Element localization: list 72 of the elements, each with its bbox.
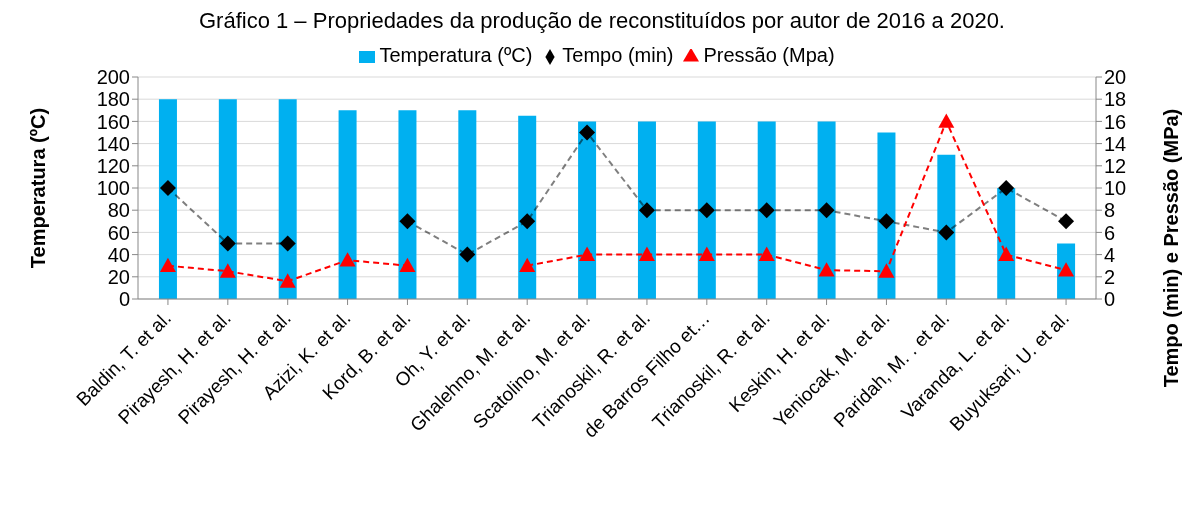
- point: [339, 252, 356, 267]
- bar: [398, 110, 417, 299]
- point: [638, 246, 655, 261]
- point: [159, 257, 176, 273]
- point: [279, 235, 296, 252]
- y2-tick-label: 4: [1104, 243, 1116, 266]
- y2-tick-label: 8: [1104, 199, 1116, 222]
- y2-tick-label: 16: [1104, 110, 1127, 133]
- y2-tick-label: 20: [1104, 66, 1127, 89]
- bar: [278, 99, 297, 299]
- y2-tick-label: 18: [1104, 88, 1127, 111]
- y-tick-label: 0: [118, 288, 130, 311]
- bar: [817, 121, 836, 299]
- bar: [158, 99, 177, 299]
- point: [399, 213, 416, 230]
- point: [1058, 213, 1075, 230]
- bar: [877, 132, 896, 299]
- y-tick-label: 40: [107, 243, 130, 266]
- y-tick-label: 60: [107, 221, 130, 244]
- y-tick-label: 140: [96, 132, 130, 155]
- point: [878, 213, 895, 230]
- point: [998, 180, 1015, 196]
- chart-title: Gráfico 1 – Propriedades da produção de reconstituídos por autor de 2016 a 2020.: [198, 8, 1006, 34]
- bar: [518, 115, 537, 299]
- point: [938, 224, 955, 241]
- legend-label: Temperatura (ºC): [379, 44, 533, 66]
- bar: [458, 110, 477, 299]
- y2-tick-label: 2: [1104, 265, 1116, 288]
- point: [938, 113, 955, 128]
- y2-tick-label: 6: [1104, 221, 1116, 244]
- point: [998, 246, 1015, 261]
- point: [698, 246, 715, 261]
- point: [399, 257, 416, 273]
- point: [758, 246, 775, 261]
- bar: [338, 110, 357, 299]
- y-tick-label: 80: [107, 199, 130, 222]
- legend-label: Pressão (Mpa): [703, 44, 835, 66]
- point: [818, 262, 835, 277]
- bar: [757, 121, 776, 299]
- bar: [937, 154, 956, 299]
- y-tick-label: 120: [96, 154, 130, 177]
- y2-tick-label: 0: [1104, 288, 1116, 311]
- point: [878, 263, 895, 278]
- point: [698, 202, 715, 219]
- point: [579, 124, 596, 141]
- point: [219, 263, 236, 278]
- point: [459, 246, 476, 263]
- bar: [997, 188, 1016, 299]
- y2-axis-title: Tempo (min) e Pressão (MPa): [1160, 108, 1183, 388]
- point: [638, 202, 655, 219]
- bar: [637, 121, 656, 299]
- y2-tick-label: 14: [1104, 132, 1127, 155]
- y-tick-label: 160: [96, 110, 130, 133]
- bar: [218, 99, 237, 299]
- bar: [697, 121, 716, 299]
- y2-tick-label: 10: [1104, 177, 1127, 200]
- y-tick-label: 200: [96, 66, 130, 89]
- point: [818, 202, 835, 219]
- point: [159, 180, 176, 196]
- point: [579, 246, 596, 261]
- y-tick-label: 20: [107, 265, 130, 288]
- point: [758, 202, 775, 219]
- legend-label: Tempo (min): [562, 44, 674, 66]
- y2-tick-label: 12: [1104, 154, 1127, 177]
- point: [519, 213, 536, 230]
- y-tick-label: 180: [96, 88, 130, 111]
- bar: [578, 121, 597, 299]
- point: [219, 235, 236, 252]
- point: [279, 273, 296, 288]
- y-tick-label: 100: [96, 177, 130, 200]
- point: [519, 257, 536, 273]
- y-axis-title: Temperatura (ºC): [27, 107, 50, 269]
